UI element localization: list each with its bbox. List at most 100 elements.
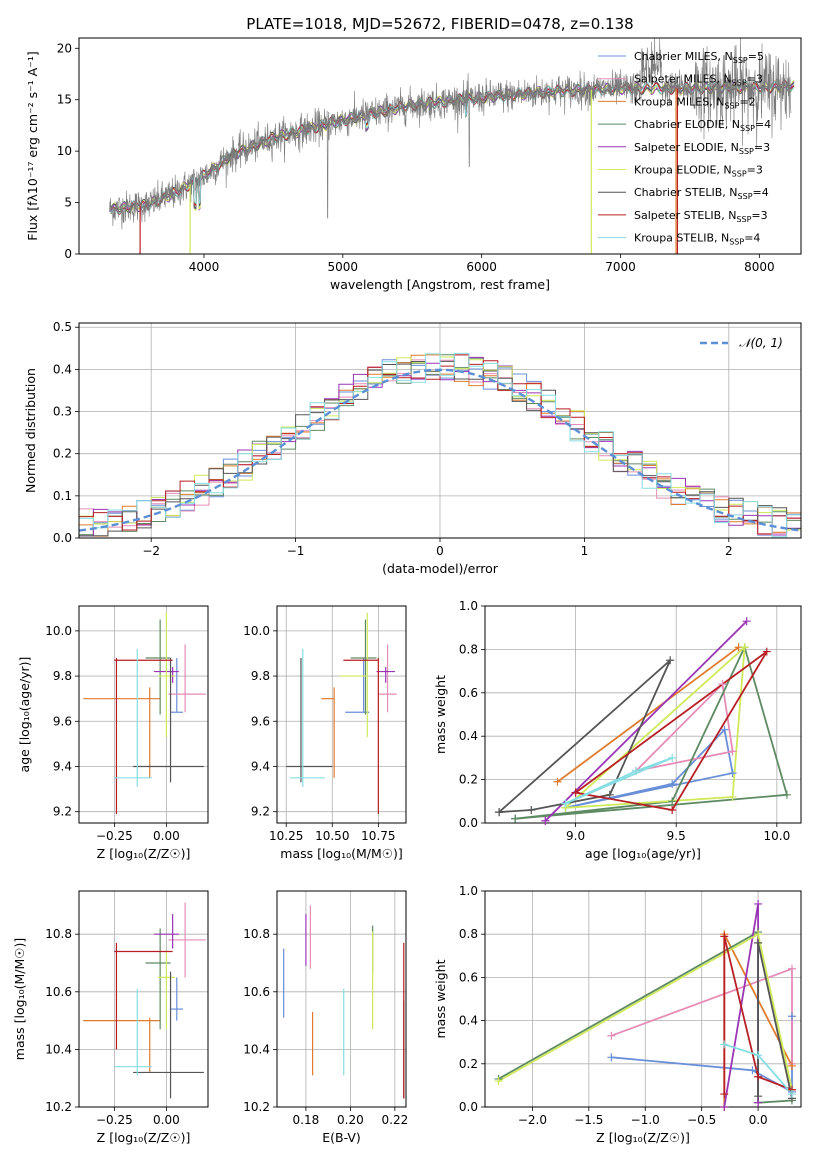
weight-marker-weight_vs_age-salpeter-stelib-1	[668, 805, 677, 814]
plot-area-residuals	[79, 352, 801, 538]
xtick-label-mass_vs_ebv-2: 0.22	[382, 1113, 409, 1127]
ytick-label-residuals-3: 0.3	[53, 405, 72, 419]
xtick-label-age_vs_mass-1: 10.50	[315, 829, 349, 843]
legend-value-kroupa-stelib: =4	[744, 232, 760, 245]
ytick-label-weight_vs_age-1: 0.2	[459, 773, 478, 787]
xtick-label-mass_vs_ebv-0: 0.18	[293, 1113, 320, 1127]
figure-title: PLATE=1018, MJD=52672, FIBERID=0478, z=0…	[246, 15, 633, 33]
xtick-label-weight_vs_z-3: −0.5	[687, 1113, 716, 1127]
frame-spectrum	[78, 37, 802, 255]
weight-line-weight_vs_age-kroupa-stelib	[565, 757, 673, 805]
weight-marker-weight_vs_z-chabrier-stelib-0	[754, 1092, 763, 1101]
weight-marker-weight_vs_z-kroupa-stelib-0	[720, 1040, 729, 1049]
xtick-label-residuals-3: 1	[581, 544, 589, 558]
ylabel-mass_vs_z: mass [log₁₀(M/M☉)]	[12, 938, 27, 1060]
ytick-label-spectrum-2: 10	[57, 144, 72, 158]
ytick-label-mass_vs_z-0: 10.2	[45, 1100, 72, 1114]
xtick-label-spectrum-3: 7000	[605, 260, 636, 274]
legend-label-salpeter-elodie: Salpeter ELODIE, NSSP=3	[634, 141, 770, 156]
weight-marker-weight_vs_age-chabrier-stelib-2	[605, 790, 614, 799]
weight-line-weight_vs_age-salpeter-stelib	[575, 650, 768, 811]
xtick-label-weight_vs_z-1: −1.5	[574, 1113, 603, 1127]
ytick-label-residuals-5: 0.5	[53, 320, 72, 334]
legend-sub-chabrier-miles: SSP	[733, 56, 748, 65]
weight-marker-weight_vs_age-kroupa-stelib-2	[668, 753, 677, 762]
legend-sub-salpeter-stelib: SSP	[736, 215, 751, 224]
ytick-label-mass_vs_z-1: 10.4	[45, 1042, 72, 1056]
legend-value-salpeter-stelib: =3	[751, 209, 767, 222]
ytick-label-age_vs_z-4: 10.0	[45, 624, 72, 638]
plot-area-mass_vs_ebv	[283, 905, 405, 1099]
weight-marker-weight_vs_z-salpeter-stelib-0	[720, 1090, 729, 1099]
ytick-label-spectrum-3: 15	[57, 93, 72, 107]
ytick-label-weight_vs_age-5: 1.0	[459, 599, 478, 613]
weight-marker-weight_vs_age-salpeter-stelib-2	[762, 647, 771, 656]
legend-label-normal: 𝒩(0, 1)	[739, 336, 783, 350]
weight-marker-weight_vs_age-salpeter-elodie-2	[541, 816, 550, 825]
xtick-label-weight_vs_age-2: 10.0	[763, 829, 790, 843]
weight-marker-weight_vs_age-kroupa-stelib-3	[561, 799, 570, 808]
legend-value-chabrier-miles: =5	[748, 50, 764, 63]
ytick-label-weight_vs_z-1: 0.2	[459, 1057, 478, 1071]
legend-label-chabrier-stelib: Chabrier STELIB, NSSP=4	[634, 186, 769, 201]
weight-marker-weight_vs_age-chabrier-miles-3	[728, 769, 737, 778]
legend-sub-chabrier-stelib: SSP	[738, 192, 753, 201]
ytick-label-weight_vs_age-3: 0.6	[459, 686, 478, 700]
ytick-label-weight_vs_z-3: 0.6	[459, 970, 478, 984]
xlabel-spectrum: wavelength [Angstrom, rest frame]	[330, 277, 550, 292]
xtick-label-residuals-2: 0	[436, 544, 444, 558]
ytick-label-age_vs_mass-2: 9.6	[251, 714, 270, 728]
frame-weight_vs_age	[484, 605, 802, 824]
xtick-label-weight_vs_z-0: −2.0	[518, 1113, 547, 1127]
frame-weight_vs_z	[484, 890, 802, 1108]
legend-sub-kroupa-elodie: SSP	[732, 170, 747, 179]
ylabel-residuals: Normed distribution	[23, 368, 38, 493]
ytick-label-age_vs_mass-3: 9.8	[251, 669, 270, 683]
weight-marker-weight_vs_age-chabrier-elodie-3	[782, 790, 791, 799]
axes-spectrum: 4000 5000 6000 7000 8000 0 5 10 15 20 wavelength […	[25, 37, 802, 292]
ytick-label-weight_vs_z-4: 0.8	[459, 927, 478, 941]
weight-marker-weight_vs_age-chabrier-elodie-4	[511, 814, 520, 823]
ytick-label-mass_vs_z-3: 10.8	[45, 927, 72, 941]
xtick-label-mass_vs_ebv-1: 0.20	[337, 1113, 364, 1127]
legend-value-kroupa-miles: =2	[739, 95, 755, 108]
xlabel-mass_vs_ebv: E(B-V)	[322, 1130, 361, 1145]
weight-marker-weight_vs_age-chabrier-miles-1	[668, 779, 677, 788]
axes-weight_vs_z: −2.0 −1.5 −1.0 −0.5 0.0 0.0 0.2 0.4 0.6 0.8 1.0 Z […	[433, 884, 802, 1145]
weight-marker-weight_vs_z-kroupa-miles-2	[787, 1061, 796, 1070]
xtick-label-spectrum-0: 4000	[189, 260, 220, 274]
ylabel-weight_vs_z: mass weight	[433, 959, 448, 1038]
legend-label-chabrier-miles: Chabrier MILES, NSSP=5	[634, 50, 764, 65]
legend-sub-salpeter-elodie: SSP	[739, 147, 754, 156]
legend-value-salpeter-miles: =3	[747, 73, 763, 86]
ytick-label-weight_vs_age-2: 0.4	[459, 729, 478, 743]
ytick-label-age_vs_z-0: 9.2	[53, 805, 72, 819]
xlabel-mass_vs_z: Z [log₁₀(Z/Z☉)]	[97, 1130, 191, 1145]
ytick-label-mass_vs_ebv-1: 10.4	[243, 1042, 270, 1056]
legend-label-kroupa-elodie: Kroupa ELODIE, NSSP=3	[634, 164, 763, 179]
weight-marker-weight_vs_age-kroupa-miles-0	[553, 777, 562, 786]
weight-marker-weight_vs_age-salpeter-miles-1	[728, 747, 737, 756]
weight-marker-weight_vs_age-chabrier-stelib-3	[666, 656, 675, 665]
frame-age_vs_z	[78, 605, 209, 824]
weight-marker-weight_vs_age-chabrier-elodie-1	[668, 797, 677, 806]
weight-marker-weight_vs_z-salpeter-elodie-1	[754, 899, 763, 908]
ytick-label-age_vs_z-1: 9.4	[53, 759, 72, 773]
axes-residuals: −2 −1 0 1 2 0.0 0.1 0.2 0.3 0.4 0.5 (data-model)/er…	[23, 320, 802, 576]
ytick-label-residuals-2: 0.2	[53, 447, 72, 461]
weight-marker-weight_vs_z-kroupa-stelib-2	[787, 1090, 796, 1099]
weight-line-weight_vs_age-kroupa-elodie	[564, 645, 746, 809]
weight-marker-weight_vs_age-chabrier-stelib-4	[495, 808, 504, 817]
ytick-label-weight_vs_z-2: 0.4	[459, 1014, 478, 1028]
legend-value-chabrier-stelib: =4	[753, 186, 769, 199]
legend-sub-kroupa-miles: SSP	[724, 101, 739, 110]
weight-marker-weight_vs_z-kroupa-elodie-1	[754, 930, 763, 939]
ytick-label-mass_vs_ebv-2: 10.6	[243, 985, 270, 999]
ytick-label-spectrum-1: 5	[64, 196, 72, 210]
weight-line-weight_vs_age-kroupa-miles	[556, 646, 740, 783]
xtick-label-mass_vs_z-1: 0.00	[153, 1113, 180, 1127]
legend-sub-chabrier-elodie: SSP	[740, 124, 755, 133]
xtick-label-age_vs_z-1: 0.00	[153, 829, 180, 843]
